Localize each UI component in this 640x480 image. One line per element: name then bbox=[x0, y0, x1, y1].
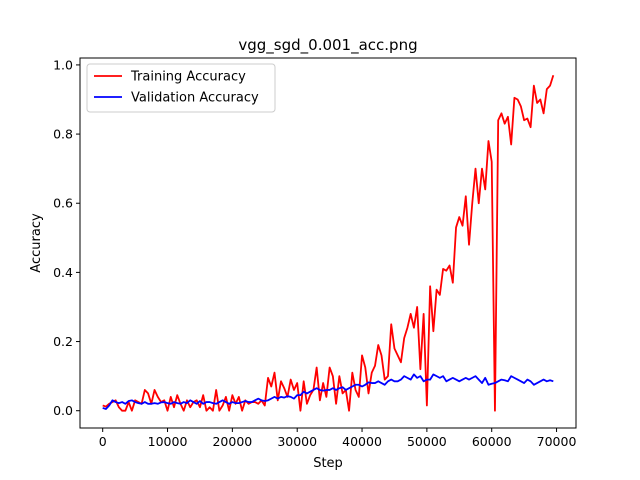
y-axis-ticks: 0.0 0.2 0.4 0.6 0.8 1.0 bbox=[53, 57, 80, 418]
y-tick-label: 0.2 bbox=[53, 334, 73, 349]
chart-title: vgg_sgd_0.001_acc.png bbox=[238, 36, 417, 55]
series-layer bbox=[102, 75, 555, 412]
x-tick-label: 70000 bbox=[537, 434, 577, 449]
y-tick-label: 0.8 bbox=[53, 127, 73, 142]
x-tick-label: 0 bbox=[99, 434, 107, 449]
legend-label-validation: Validation Accuracy bbox=[131, 91, 259, 106]
x-tick-label: 60000 bbox=[472, 434, 512, 449]
x-tick-label: 40000 bbox=[342, 434, 382, 449]
y-tick-label: 1.0 bbox=[53, 57, 73, 72]
y-tick-label: 0.4 bbox=[53, 265, 73, 280]
y-tick-label: 0.0 bbox=[53, 403, 73, 418]
axes-frame bbox=[79, 57, 577, 429]
y-axis-label: Accuracy bbox=[29, 213, 44, 273]
x-tick-label: 30000 bbox=[277, 434, 317, 449]
x-axis-ticks: 0 10000 20000 30000 40000 50000 60000 70000 bbox=[99, 428, 577, 449]
x-tick-label: 20000 bbox=[212, 434, 252, 449]
series-line-validation-accuracy bbox=[102, 373, 554, 410]
y-tick-label: 0.6 bbox=[53, 196, 73, 211]
x-tick-label: 50000 bbox=[407, 434, 447, 449]
legend-box bbox=[86, 63, 276, 113]
plot-area bbox=[79, 57, 577, 429]
x-tick-label: 10000 bbox=[148, 434, 188, 449]
series-line-training-accuracy bbox=[102, 75, 555, 412]
legend: Training Accuracy Validation Accuracy bbox=[86, 63, 276, 113]
legend-label-training: Training Accuracy bbox=[130, 70, 246, 85]
x-axis-label: Step bbox=[313, 456, 343, 471]
